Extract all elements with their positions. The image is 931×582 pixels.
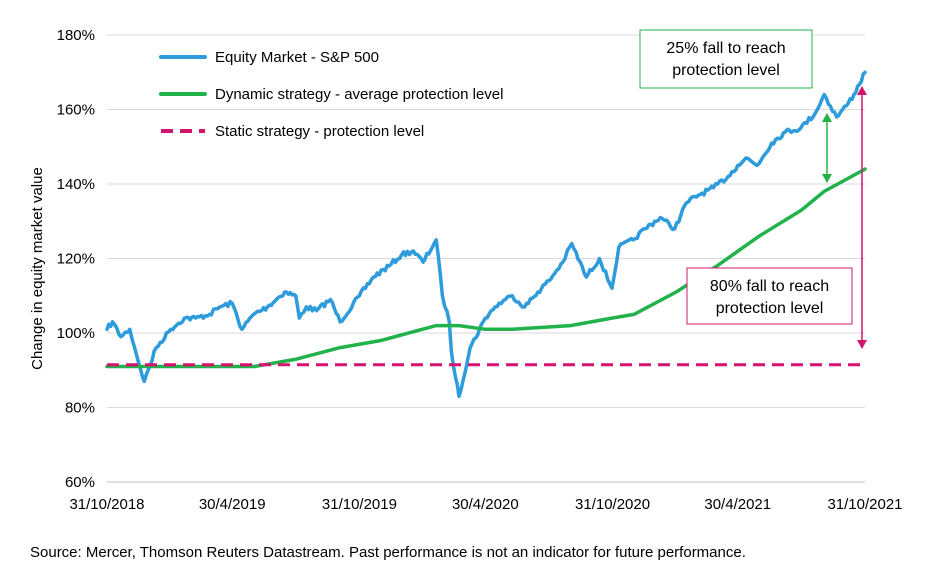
y-tick-label: 160% [57,102,95,119]
x-tick-label: 31/10/2020 [575,496,650,513]
annotation-text: 25% fall to reach [666,40,785,57]
annotation-box [639,29,813,89]
green-arrow-head-down [822,174,832,183]
x-tick-label: 30/4/2019 [199,496,266,513]
green-arrow-head-up [822,113,832,122]
line-chart: 60% 80% 100% 120% 140% 160% 180% 31/10/2018 30/… [29,27,903,513]
x-tick-label: 30/4/2021 [704,496,771,513]
magenta-arrow-head-up [857,86,867,95]
y-tick-label: 60% [65,474,95,491]
x-tick-label: 31/10/2021 [827,496,902,513]
y-tick-label: 100% [57,325,95,342]
series-lines [105,70,867,399]
legend-label-dynamic-strategy-average-protection-level: Dynamic strategy - average protection le… [215,86,503,103]
series-line-equity-market-s-p-500 [105,70,867,399]
annotation-text: 80% fall to reach [710,278,829,295]
gridlines [107,34,865,483]
x-tick-label: 31/10/2019 [322,496,397,513]
legend-label-equity-market-s-p-500: Equity Market - S&P 500 [215,49,379,66]
x-tick-label: 30/4/2020 [452,496,519,513]
y-tick-label: 180% [57,27,95,44]
y-axis: 60% 80% 100% 120% 140% 160% 180% [57,27,95,491]
annotation-text: protection level [716,300,824,317]
x-tick-label: 31/10/2018 [69,496,144,513]
annotations: 25% fall to reach protection level 80% fal… [639,29,867,349]
y-axis-label: Change in equity market value [29,167,46,370]
source-note: Source: Mercer, Thomson Reuters Datastre… [30,544,746,561]
annotation-text: protection level [672,62,780,79]
annotation-box [686,267,853,325]
y-tick-label: 120% [57,251,95,268]
x-axis: 31/10/2018 30/4/2019 31/10/2019 30/4/2020 31… [69,481,903,513]
magenta-arrow-head-down [857,340,867,349]
y-tick-label: 80% [65,400,95,417]
legend: Equity Market - S&P 500 Dynamic strategy … [159,49,503,140]
y-tick-label: 140% [57,176,95,193]
legend-label-static-strategy-protection-level: Static strategy - protection level [215,123,424,140]
